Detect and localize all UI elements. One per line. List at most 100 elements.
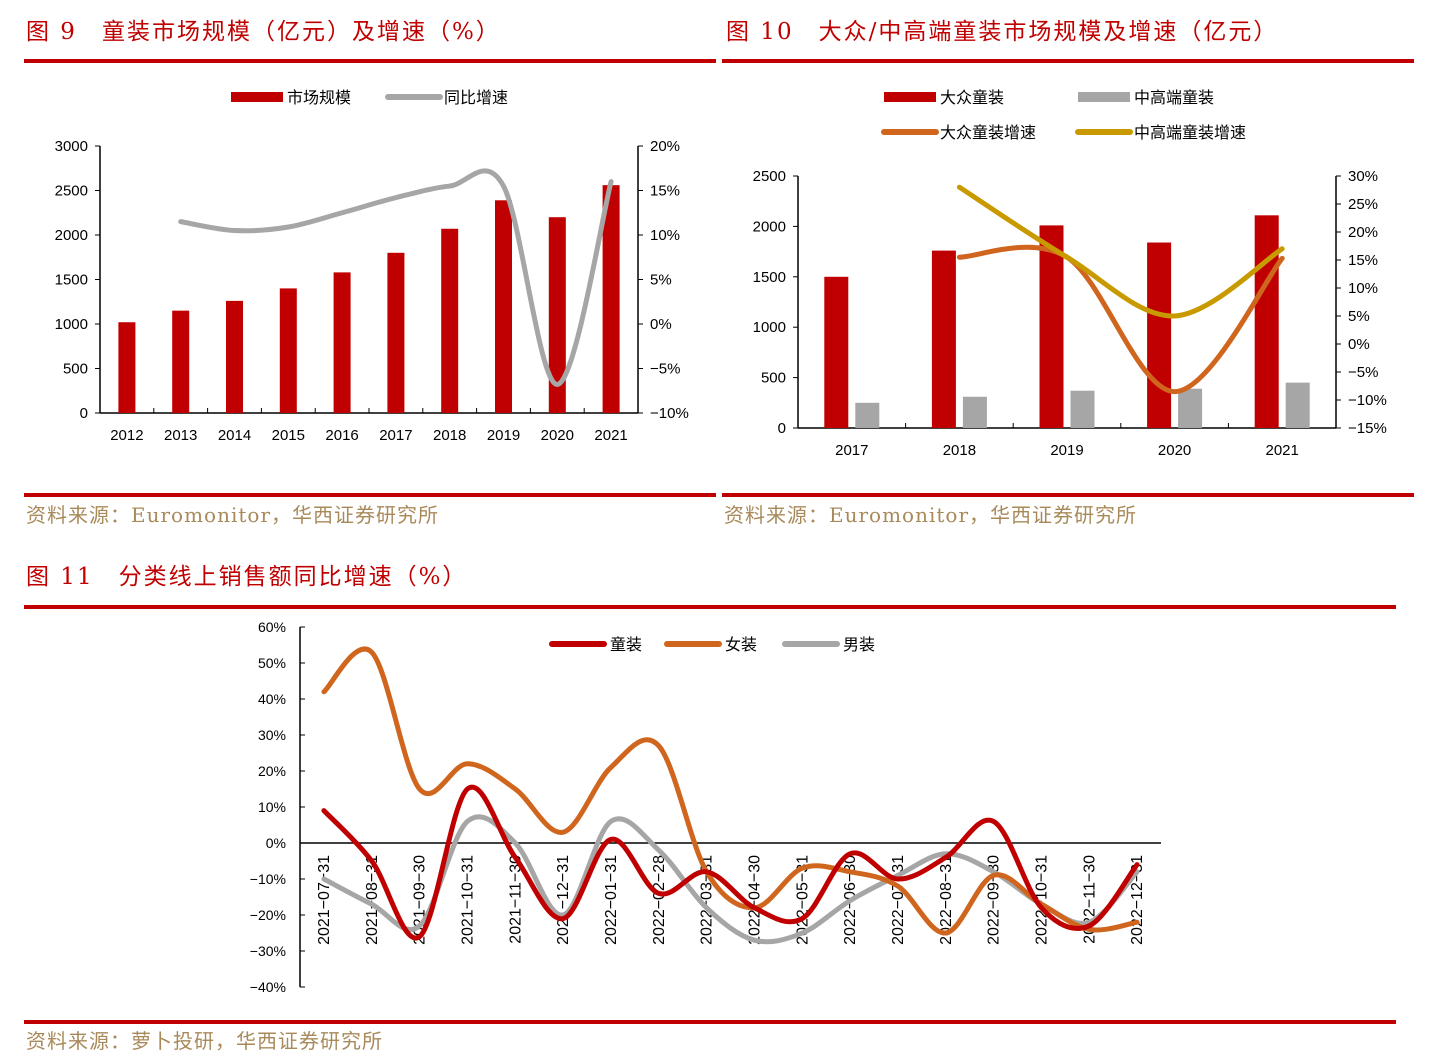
svg-text:30%: 30% (1348, 168, 1378, 185)
svg-text:5%: 5% (1348, 308, 1370, 325)
svg-text:20%: 20% (258, 763, 286, 779)
bar (855, 402, 880, 428)
svg-text:2013: 2013 (164, 427, 197, 444)
svg-text:男装: 男装 (843, 636, 875, 654)
svg-text:2022−02−28: 2022−02−28 (651, 855, 668, 945)
svg-text:2021−11−30: 2021−11−30 (507, 855, 524, 944)
svg-text:2500: 2500 (753, 168, 786, 185)
svg-text:1500: 1500 (55, 272, 88, 289)
bar (333, 272, 351, 413)
svg-text:40%: 40% (258, 691, 286, 707)
svg-text:2000: 2000 (753, 218, 786, 235)
svg-text:1500: 1500 (753, 269, 786, 286)
svg-text:2022−07−31: 2022−07−31 (890, 855, 907, 945)
figure-11-source: 资料来源：萝卜投研，华西证券研究所 (26, 1029, 383, 1053)
figure-9-bottom-rule (24, 493, 716, 497)
svg-text:25%: 25% (1348, 196, 1378, 213)
bar (931, 250, 956, 428)
series-line (178, 168, 614, 388)
figure-11-svg: −40% −30% −20% −10% 0% 10% 20% 30% 40% 50% 60% 2021… (250, 619, 1161, 995)
svg-text:中高端童装增速: 中高端童装增速 (1134, 123, 1246, 142)
svg-text:2015: 2015 (272, 427, 305, 444)
svg-text:2018: 2018 (943, 442, 976, 459)
bar (824, 276, 849, 428)
figure-9-chart: 0 500 1000 1500 2000 2500 3000 −10% −5% 0% 5% 10% 15… (24, 66, 716, 488)
bar (1039, 225, 1064, 428)
svg-text:20%: 20% (650, 138, 680, 155)
svg-text:15%: 15% (1348, 252, 1378, 269)
svg-text:500: 500 (761, 370, 786, 387)
svg-text:大众童装增速: 大众童装增速 (940, 123, 1036, 142)
svg-text:1000: 1000 (55, 316, 88, 333)
bar (1254, 215, 1279, 428)
svg-text:30%: 30% (258, 727, 286, 743)
svg-text:−5%: −5% (650, 361, 680, 378)
figure-11-bottom-rule (24, 1020, 1396, 1024)
svg-text:−30%: −30% (250, 943, 286, 959)
svg-text:2022−10−31: 2022−10−31 (1033, 855, 1050, 945)
svg-text:2019: 2019 (487, 427, 520, 444)
svg-text:2021−08−31: 2021−08−31 (364, 855, 381, 945)
bar (548, 217, 566, 413)
svg-text:2021−10−31: 2021−10−31 (459, 855, 476, 945)
svg-text:0: 0 (80, 405, 88, 422)
svg-text:0: 0 (778, 420, 786, 437)
svg-text:60%: 60% (258, 619, 286, 635)
svg-text:10%: 10% (258, 799, 286, 815)
legend-item: 女装 (664, 635, 757, 654)
svg-text:2017: 2017 (835, 442, 868, 459)
figure-11-top-rule (24, 605, 1396, 609)
svg-text:−15%: −15% (1348, 420, 1387, 437)
svg-text:女装: 女装 (725, 635, 757, 654)
bar (1070, 390, 1095, 428)
figure-9-top-rule (24, 59, 716, 63)
svg-text:2022−08−31: 2022−08−31 (938, 855, 955, 945)
legend-item: 中高端童装增速 (1075, 123, 1246, 142)
bar (602, 185, 620, 413)
svg-text:童装: 童装 (610, 635, 642, 654)
svg-text:2022−01−31: 2022−01−31 (603, 855, 620, 945)
series-line (321, 784, 1140, 941)
figure-11-chart: −40% −30% −20% −10% 0% 10% 20% 30% 40% 50% 60% 2021… (24, 610, 1396, 1018)
bar (1178, 388, 1203, 428)
legend-item: 同比增速 (385, 89, 508, 107)
legend-item: 男装 (782, 636, 875, 654)
svg-text:2000: 2000 (55, 227, 88, 244)
bar (279, 288, 297, 413)
svg-text:3000: 3000 (55, 138, 88, 155)
svg-text:中高端童装: 中高端童装 (1134, 88, 1214, 107)
svg-text:50%: 50% (258, 655, 286, 671)
svg-text:500: 500 (63, 361, 88, 378)
svg-text:−20%: −20% (250, 907, 286, 923)
svg-text:2016: 2016 (325, 427, 358, 444)
figure-10-bottom-rule (722, 493, 1414, 497)
svg-text:2021: 2021 (594, 427, 627, 444)
figure-10-title: 图 10 大众/中高端童装市场规模及增速（亿元） (726, 19, 1279, 45)
figure-11-title: 图 11 分类线上销售额同比增速（%） (26, 564, 468, 590)
svg-text:2022−04−30: 2022−04−30 (746, 855, 763, 945)
legend-item: 市场规模 (231, 89, 351, 107)
svg-text:同比增速: 同比增速 (444, 89, 508, 107)
legend-item: 大众童装增速 (881, 123, 1036, 142)
svg-text:2017: 2017 (379, 427, 412, 444)
svg-text:2020: 2020 (541, 427, 574, 444)
svg-text:10%: 10% (1348, 280, 1378, 297)
svg-text:0%: 0% (266, 835, 286, 851)
svg-text:5%: 5% (650, 272, 672, 289)
svg-text:2012: 2012 (110, 427, 143, 444)
figure-9-title: 图 9 童装市场规模（亿元）及增速（%） (26, 19, 501, 45)
bar (962, 396, 987, 428)
svg-text:2014: 2014 (218, 427, 251, 444)
series-line (321, 814, 1140, 945)
svg-text:−10%: −10% (1348, 392, 1387, 409)
svg-text:2021: 2021 (1266, 442, 1299, 459)
svg-text:−10%: −10% (650, 405, 689, 422)
svg-text:0%: 0% (650, 316, 672, 333)
svg-text:大众童装: 大众童装 (940, 88, 1004, 107)
figure-10-top-rule (722, 59, 1414, 63)
series-line (956, 184, 1285, 319)
legend-item: 童装 (549, 635, 642, 654)
bar (226, 300, 243, 413)
svg-text:−5%: −5% (1348, 364, 1378, 381)
figure-10-chart: 0 500 1000 1500 2000 2500 −15% −10% −5% 0% 5% 10% 15… (722, 66, 1414, 488)
